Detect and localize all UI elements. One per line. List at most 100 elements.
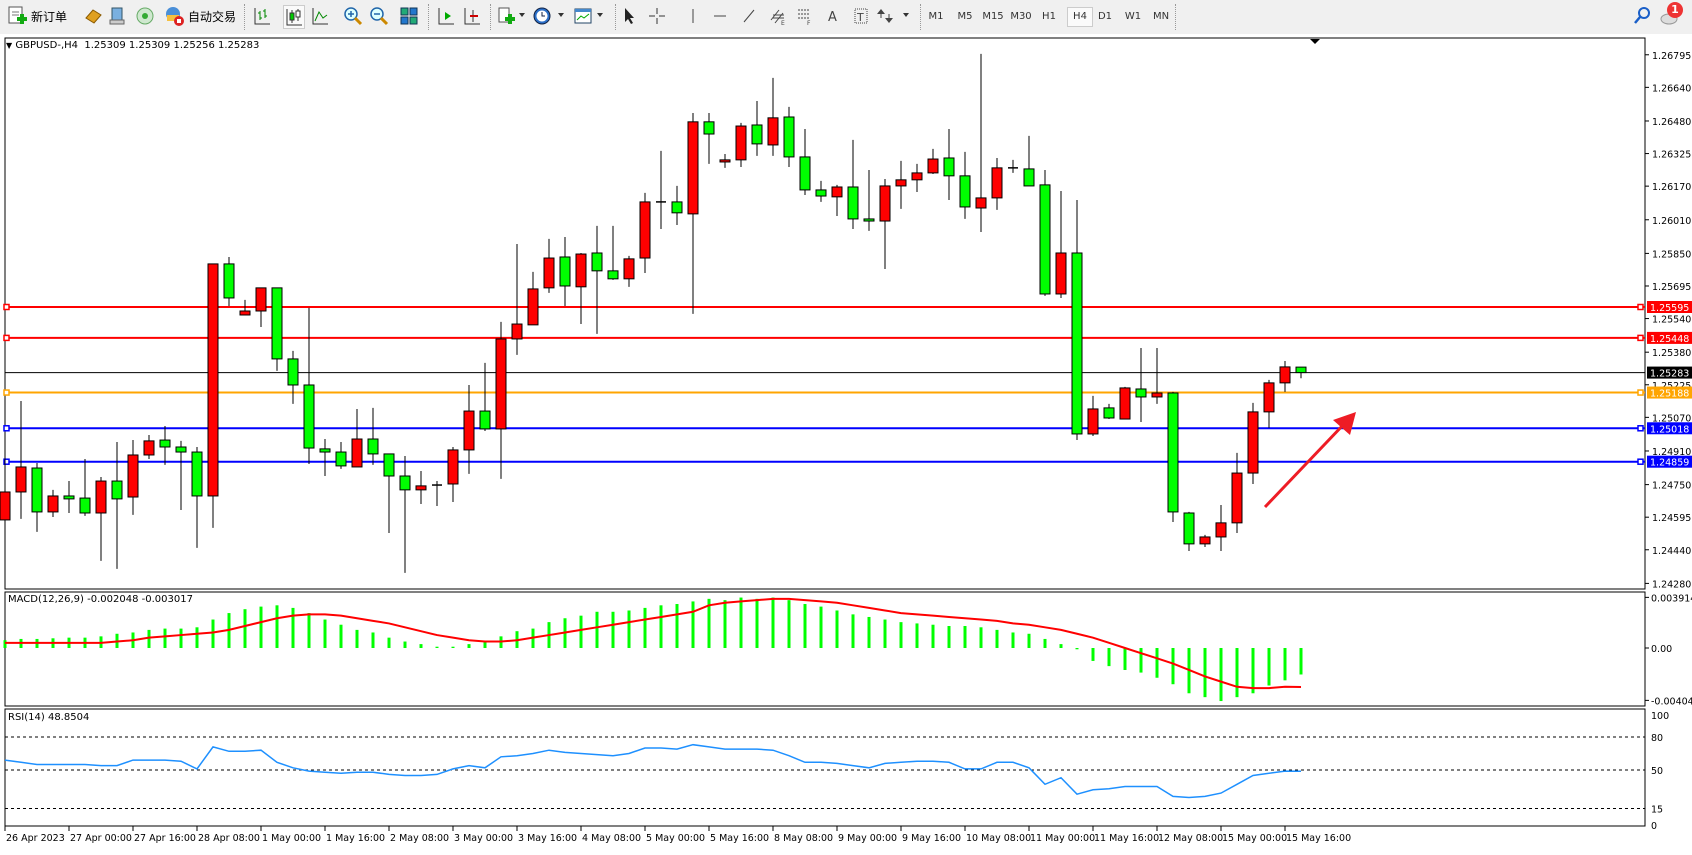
candle-body [959, 175, 971, 208]
chart-window[interactable]: 1.26795 1.26640 1.26480 1.26325 1.26170 1.260… [0, 34, 1692, 855]
trendline-tool[interactable] [741, 5, 757, 27]
new-order-button[interactable]: 新订单 [6, 5, 67, 27]
macd-histogram-bar [915, 623, 919, 648]
candlestick-chart-button[interactable] [283, 5, 305, 29]
macd-histogram-bar [851, 614, 855, 648]
market-watch-button[interactable] [83, 5, 103, 27]
level-anchor-handle[interactable] [1637, 303, 1644, 311]
chart-menu-triangle-icon[interactable]: ▼ [6, 41, 13, 50]
timeframe-mn[interactable]: MN [1152, 11, 1170, 22]
level-anchor-handle[interactable] [3, 425, 10, 432]
text-label-tool[interactable]: T [853, 5, 869, 27]
candle [1167, 391, 1179, 523]
candle [239, 299, 251, 316]
chart-shift-button[interactable] [462, 5, 482, 27]
candle [687, 112, 699, 314]
candle [847, 139, 859, 230]
candle-body [159, 439, 171, 448]
candle [1199, 534, 1211, 548]
price-tick-label: 1.26170 [1652, 182, 1691, 193]
macd-histogram-bar [355, 629, 359, 648]
time-tick-label: 8 May 08:00 [774, 833, 833, 844]
candle [319, 438, 331, 476]
timeframe-m1[interactable]: M1 [928, 11, 944, 22]
equidistant-channel-tool[interactable]: E [769, 5, 787, 27]
templates-button[interactable] [573, 5, 593, 27]
candle-body [239, 310, 251, 316]
bar-chart-button[interactable] [252, 5, 272, 27]
candle-body [0, 491, 11, 521]
candle-body [191, 451, 203, 497]
fibonacci-tool[interactable]: F [796, 5, 814, 27]
price-tick-label: 1.24595 [1652, 513, 1691, 524]
auto-trading-button[interactable]: 自动交易 [163, 5, 236, 27]
timeframe-h4[interactable]: H4 [1067, 7, 1093, 27]
level-anchor-handle[interactable] [3, 389, 10, 396]
auto-scroll-button[interactable] [436, 5, 456, 27]
level-anchor-handle[interactable] [3, 303, 10, 311]
arrows-tool[interactable] [877, 5, 893, 27]
indicators-dropdown-icon[interactable] [519, 13, 525, 17]
price-tick-label: 1.25850 [1652, 249, 1691, 260]
tile-windows-button[interactable] [399, 5, 419, 27]
candle [463, 384, 475, 474]
candle [111, 441, 123, 569]
time-tick-label: 15 May 16:00 [1286, 833, 1351, 844]
text-tool[interactable]: A [826, 5, 840, 27]
candle-body [63, 495, 75, 500]
line-chart-button[interactable] [310, 5, 330, 27]
cursor-tool[interactable] [621, 5, 637, 27]
candle [991, 157, 1003, 210]
horizontal-line-tool[interactable] [712, 5, 728, 27]
periods-button[interactable] [532, 5, 552, 27]
macd-histogram-bar [1203, 648, 1207, 698]
timeframe-h1[interactable]: H1 [1042, 11, 1056, 22]
price-level-label: 1.24859 [1650, 458, 1689, 469]
candle [1263, 379, 1275, 428]
price-level-tag [1647, 331, 1692, 344]
candle [335, 441, 347, 469]
templates-dropdown-icon[interactable] [597, 13, 603, 17]
timeframe-m5[interactable]: M5 [957, 11, 973, 22]
level-anchor-handle[interactable] [1637, 425, 1644, 432]
candle [383, 453, 395, 533]
separator [490, 4, 492, 30]
search-icon [1634, 7, 1650, 24]
level-anchor-handle[interactable] [1637, 334, 1644, 342]
periods-dropdown-icon[interactable] [558, 13, 564, 17]
data-window-button[interactable] [107, 5, 127, 27]
candle [895, 160, 907, 209]
vertical-line-tool[interactable] [688, 5, 698, 27]
candle [543, 238, 555, 293]
timeframe-m15[interactable]: M15 [982, 11, 1004, 22]
search-button[interactable] [1633, 5, 1651, 27]
candle-body [687, 121, 699, 215]
candle-body [383, 453, 395, 477]
level-anchor-handle[interactable] [1637, 389, 1644, 396]
indicators-button[interactable] [496, 5, 516, 27]
chart-canvas[interactable]: 1.26795 1.26640 1.26480 1.26325 1.26170 1.260… [0, 34, 1692, 855]
zoom-out-button[interactable] [369, 5, 389, 27]
timeframe-w1[interactable]: W1 [1124, 11, 1142, 22]
macd-histogram-bar [1299, 648, 1303, 675]
candle-body [15, 466, 27, 493]
rsi-panel-frame [4, 708, 1646, 827]
navigator-button[interactable] [135, 5, 155, 27]
price-tick-label: 1.26325 [1652, 150, 1691, 161]
zoom-in-button[interactable] [343, 5, 363, 27]
macd-tick-label: 0.00 [1651, 644, 1672, 655]
timeframe-m30[interactable]: M30 [1010, 11, 1032, 22]
symbol-title: GBPUSD-,H4 [15, 40, 79, 51]
price-level-label: 1.25188 [1650, 389, 1689, 400]
candle-body [623, 258, 635, 280]
time-tick-label: 10 May 08:00 [966, 833, 1031, 844]
level-anchor-handle[interactable] [1637, 458, 1644, 465]
candle [527, 271, 539, 326]
timeframe-d1[interactable]: D1 [1097, 11, 1113, 22]
price-level-label: 1.25018 [1650, 424, 1689, 435]
level-anchor-handle[interactable] [3, 334, 10, 342]
crosshair-tool[interactable] [648, 5, 666, 27]
database-icon [109, 7, 125, 25]
level-anchor-handle[interactable] [3, 458, 10, 465]
arrows-dropdown-icon[interactable] [903, 13, 909, 17]
